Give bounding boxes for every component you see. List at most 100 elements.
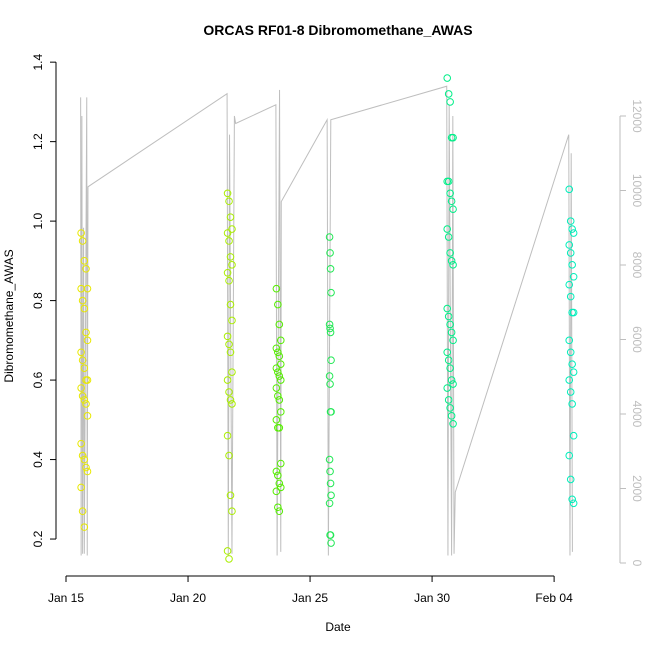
data-point	[327, 288, 335, 297]
data-point	[223, 547, 232, 555]
data-point	[444, 356, 453, 365]
data-point	[569, 499, 578, 508]
data-point	[443, 225, 452, 233]
data-point	[566, 249, 575, 257]
x-tick-label: Jan 20	[170, 591, 206, 605]
data-point	[569, 431, 578, 440]
y2-tick-label: 12000	[630, 99, 644, 133]
data-point	[446, 404, 454, 412]
data-point	[565, 185, 574, 194]
data-point	[228, 507, 236, 516]
data-point	[444, 90, 453, 98]
data-point	[226, 396, 235, 404]
data-point	[327, 491, 335, 500]
data-point	[443, 384, 452, 392]
data-point	[326, 324, 334, 333]
data-point	[226, 348, 235, 357]
data-point	[226, 213, 235, 221]
data-point	[274, 471, 282, 480]
chart-title: ORCAS RF01-8 Dibromomethane_AWAS	[203, 22, 472, 38]
data-point	[225, 451, 233, 460]
data-point	[80, 396, 89, 404]
data-point	[225, 197, 233, 206]
data-point	[569, 308, 578, 317]
data-point	[272, 284, 281, 293]
data-point	[568, 225, 576, 233]
data-point	[443, 74, 452, 82]
data-point	[228, 368, 236, 376]
data-point	[82, 328, 90, 337]
data-point	[566, 348, 575, 357]
data-point	[272, 487, 281, 496]
data-point	[447, 412, 456, 420]
data-point	[77, 284, 85, 293]
data-point	[568, 261, 576, 269]
data-point	[78, 451, 87, 460]
data-point	[449, 419, 457, 428]
data-point	[449, 261, 457, 269]
data-point	[275, 507, 284, 516]
data-point	[565, 336, 574, 345]
data-point	[78, 356, 87, 365]
data-point	[83, 467, 92, 476]
data-point	[566, 388, 575, 396]
data-point	[274, 348, 282, 357]
data-point	[444, 233, 453, 241]
y2-tick-label: 0	[630, 560, 644, 567]
data-point	[226, 300, 235, 309]
data-point	[77, 384, 85, 392]
data-point	[569, 229, 578, 237]
data-point	[447, 257, 456, 265]
y2-tick-label: 10000	[630, 174, 644, 208]
data-point	[565, 376, 574, 384]
y-tick-label: 1.0	[31, 212, 45, 229]
data-point	[325, 499, 334, 508]
data-point	[325, 320, 334, 329]
data-point	[225, 555, 233, 563]
y2-tick-label: 6000	[630, 326, 644, 353]
data-point	[444, 312, 453, 321]
data-point	[272, 384, 281, 392]
data-point	[276, 360, 285, 368]
data-point	[276, 408, 285, 416]
data-point	[226, 253, 235, 261]
data-point	[568, 360, 576, 368]
data-point	[228, 400, 236, 408]
data-point	[569, 368, 578, 376]
data-point	[566, 217, 575, 225]
data-point	[444, 177, 453, 186]
altitude-line	[80, 85, 573, 556]
data-point	[77, 348, 85, 357]
data-point	[276, 483, 285, 492]
data-point	[83, 376, 92, 384]
y-tick-label: 0.2	[31, 530, 45, 547]
data-point	[228, 316, 236, 325]
x-tick-label: Feb 04	[535, 591, 573, 605]
data-point	[226, 491, 235, 500]
data-point	[274, 503, 282, 512]
data-point	[223, 268, 232, 277]
data-point	[276, 376, 285, 384]
data-point	[228, 225, 236, 233]
data-point	[78, 507, 87, 516]
data-point	[327, 356, 335, 365]
x-tick-label: Jan 15	[48, 591, 84, 605]
data-point	[77, 229, 85, 237]
data-point	[446, 320, 454, 329]
data-point	[566, 292, 575, 301]
data-point	[275, 320, 284, 329]
data-point	[82, 265, 90, 273]
data-point	[78, 296, 87, 305]
data-point	[326, 467, 334, 476]
data-point	[325, 455, 334, 464]
data-point	[78, 237, 87, 245]
data-point	[325, 372, 334, 380]
data-point	[326, 531, 335, 539]
data-point	[272, 416, 281, 424]
data-point	[77, 439, 85, 448]
data-point	[80, 523, 89, 531]
x-axis-label: Date	[325, 620, 351, 634]
data-point	[568, 495, 576, 504]
x-tick-label: Jan 30	[414, 591, 450, 605]
data-point	[446, 364, 454, 372]
